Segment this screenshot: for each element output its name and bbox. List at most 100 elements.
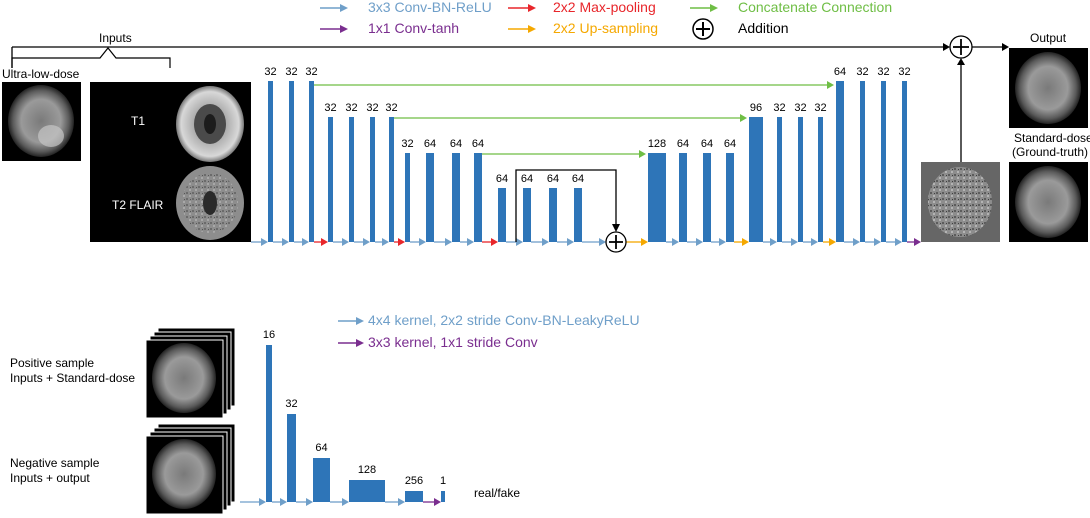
unet-channel-label: 32 <box>794 102 806 114</box>
unet-channel-label: 64 <box>677 138 689 150</box>
legend-up-label: 2x2 Up-sampling <box>553 20 658 36</box>
unet-feature-map <box>703 153 711 242</box>
unet-feature-map <box>726 153 734 242</box>
unet-feature-map <box>777 117 782 242</box>
unet-output-arrow-head <box>914 238 921 246</box>
disc-channel-label: 16 <box>263 329 275 341</box>
discriminator-legend: 4x4 kernel, 2x2 stride Conv-BN-LeakyReLU… <box>338 312 640 350</box>
legend-addition-icon <box>692 18 714 40</box>
unet-layer-arrow-head <box>567 238 574 246</box>
unet-channel-label: 32 <box>345 102 357 114</box>
unet-feature-map <box>474 153 482 242</box>
disc-layer-arrow-head <box>398 498 405 506</box>
standard-dose-label-1: Standard-dose <box>1014 131 1090 145</box>
unet-feature-map <box>309 81 314 242</box>
unet-bottleneck-arrow-head <box>599 238 606 246</box>
unet-feature-map <box>328 117 333 242</box>
disc-legend-final-label: 3x3 kernel, 1x1 stride Conv <box>368 334 538 350</box>
discriminator-section: Positive sample Inputs + Standard-dose N… <box>10 312 640 515</box>
output-image <box>1009 48 1088 128</box>
unet-feature-map <box>426 153 434 242</box>
standard-dose-brain <box>1015 166 1081 238</box>
legend-concat-arrowhead <box>710 4 718 12</box>
unet-layer-arrow-head <box>363 238 370 246</box>
negative-sample-label-1: Negative sample <box>10 456 100 470</box>
unet-layer-arrow-head <box>696 238 703 246</box>
disc-legend-conv-arrowhead <box>356 317 364 325</box>
unet-feature-map <box>749 117 763 242</box>
legend-tanh-arrowhead <box>340 25 348 33</box>
unet-layer-arrow-head <box>445 238 452 246</box>
unet-feature-map <box>405 153 410 242</box>
unet-layer-arrow-head <box>398 238 405 246</box>
unet-layer-arrow-head <box>853 238 860 246</box>
discriminator-network: 16 32 64 128 256 1 <box>240 329 446 506</box>
legend-pool-label: 2x2 Max-pooling <box>553 0 656 15</box>
concat-arrow-level0-head <box>827 81 834 89</box>
t2-center <box>203 191 217 215</box>
disc-layer-arrow-head <box>306 498 313 506</box>
disc-legend-conv-label: 4x4 kernel, 2x2 stride Conv-BN-LeakyReLU <box>368 312 640 328</box>
output-brain <box>1015 52 1081 124</box>
unet-channel-label: 32 <box>401 138 413 150</box>
unet-layer-arrow-head <box>895 238 902 246</box>
disc-feature-map <box>287 414 296 502</box>
unet-channel-label: 32 <box>877 66 889 78</box>
legend-addition-label: Addition <box>738 20 789 36</box>
unet-feature-map <box>389 117 394 242</box>
legend: 3x3 Conv-BN-ReLU 1x1 Conv-tanh 2x2 Max-p… <box>320 0 892 40</box>
residual-to-addition-arrow-head <box>957 58 965 65</box>
t2-flair-label: T2 FLAIR <box>112 198 164 212</box>
inputs-brace <box>11 47 171 68</box>
unet-layer-arrow-head <box>542 238 549 246</box>
unet-upsample-arrow-head <box>641 238 648 246</box>
unet-channel-label: 64 <box>521 173 533 185</box>
disc-layer-arrow-head <box>434 498 441 506</box>
unet-layer-arrow-head <box>342 238 349 246</box>
unet-feature-map <box>268 81 273 242</box>
output-section: Output Standard-dose (Ground-truth) <box>921 31 1090 242</box>
legend-tanh-label: 1x1 Conv-tanh <box>368 20 459 36</box>
disc-channel-label: 1 <box>440 475 446 487</box>
unet-channel-label: 64 <box>450 138 462 150</box>
unet-layer-arrow-head <box>419 238 426 246</box>
disc-feature-map <box>313 458 330 502</box>
standard-dose-image <box>1009 162 1088 242</box>
unet-layer-arrow-head <box>719 238 726 246</box>
mr-panel: T1 T2 FLAIR <box>90 82 251 242</box>
unet-channel-label: 32 <box>366 102 378 114</box>
unet-channel-label: 32 <box>305 66 317 78</box>
inputs-title: Inputs <box>99 31 132 45</box>
concat-arrow-level1-head <box>740 114 747 122</box>
unet-feature-map <box>370 117 375 242</box>
standard-dose-label-2: (Ground-truth) <box>1012 145 1088 159</box>
unet-channel-label: 32 <box>324 102 336 114</box>
unet-feature-map <box>574 188 582 242</box>
disc-feature-map <box>405 491 423 502</box>
positive-sample-brain <box>152 343 216 413</box>
t1-center <box>204 114 216 134</box>
bottleneck-skip-line <box>515 169 617 242</box>
ultra-low-dose-label: Ultra-low-dose <box>2 67 80 81</box>
unet-channel-label: 32 <box>898 66 910 78</box>
disc-layer-arrow-head <box>280 498 287 506</box>
real-fake-label: real/fake <box>474 486 520 500</box>
unet-channel-label: 64 <box>834 66 846 78</box>
legend-conv-bn-relu: 3x3 Conv-BN-ReLU <box>320 0 492 15</box>
output-title: Output <box>1030 31 1067 45</box>
unet-layer-arrow-head <box>811 238 818 246</box>
legend-up-arrowhead <box>528 25 536 33</box>
unet-feature-map <box>289 81 294 242</box>
unet-layer-arrow-head <box>282 238 289 246</box>
unet-feature-map <box>523 188 531 242</box>
negative-sample-label-2: Inputs + output <box>10 471 90 485</box>
positive-sample-label-2: Inputs + Standard-dose <box>10 371 135 385</box>
concat-arrow-level2-head <box>639 150 646 158</box>
disc-input-arrow-head <box>259 498 266 506</box>
unet-layer-arrow-head <box>382 238 389 246</box>
unet-feature-map <box>881 81 886 242</box>
t1-label: T1 <box>131 114 145 128</box>
unet-channel-label: 32 <box>264 66 276 78</box>
legend-max-pooling: 2x2 Max-pooling <box>508 0 656 15</box>
unet-feature-map <box>836 81 844 242</box>
